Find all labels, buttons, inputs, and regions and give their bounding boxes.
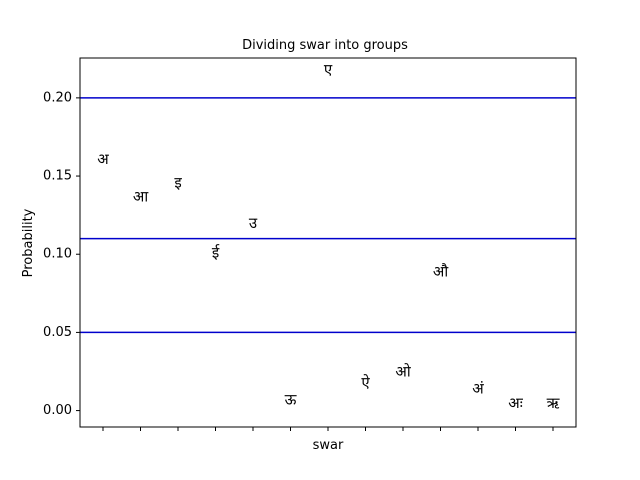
y-tick-label: 0.15	[43, 169, 72, 184]
chart-title: Dividing swar into groups	[242, 38, 408, 53]
data-point-label: अं	[472, 380, 484, 398]
y-tick-label: 0.20	[43, 90, 72, 105]
data-point-label: इ	[174, 173, 182, 191]
y-tick-label: 0.05	[43, 325, 72, 340]
data-point-label: ई	[212, 244, 220, 262]
y-axis-label: Probability	[21, 208, 36, 277]
y-tick-label: 0.00	[43, 403, 72, 418]
data-point-label: ऐ	[361, 373, 370, 391]
data-point-label: आ	[133, 187, 149, 205]
data-point-label: ऋ	[547, 394, 560, 412]
data-point-label: ओ	[395, 362, 411, 380]
data-point-label: अ	[97, 150, 109, 168]
data-point-label: ए	[324, 61, 333, 79]
data-point-label: औ	[433, 262, 449, 280]
x-axis-label: swar	[313, 438, 344, 453]
data-point-label: ऊ	[285, 391, 297, 409]
x-axis	[102, 427, 554, 431]
plot-layer: अ आ इ ई उ ऊ ए ऐ ओ औ अं अः ऋ	[80, 61, 576, 412]
plot-frame	[79, 57, 577, 428]
y-tick-label: 0.10	[43, 247, 72, 262]
y-axis: 0.00 0.05 0.10 0.15 0.20	[43, 90, 80, 418]
data-point-label: उ	[249, 214, 258, 232]
data-point-label: अः	[508, 394, 523, 412]
